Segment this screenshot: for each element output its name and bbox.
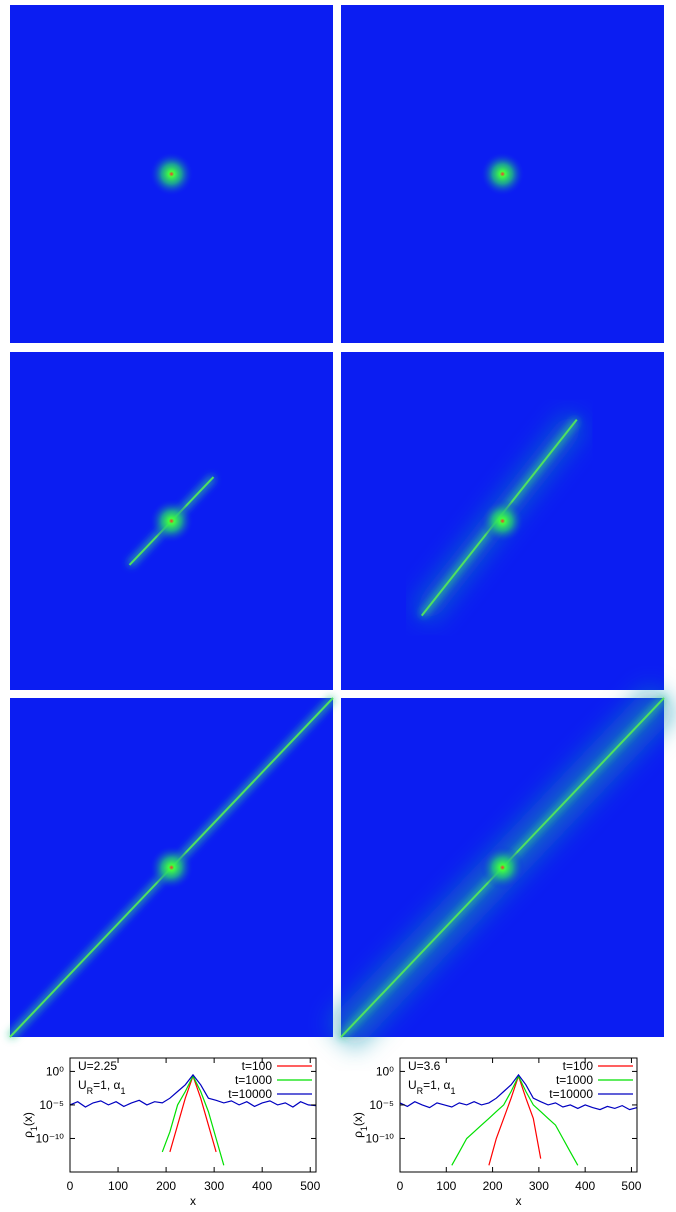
x-tick-label: 0 xyxy=(67,1179,74,1193)
heatmap-panel xyxy=(341,5,664,343)
heatmap-panel xyxy=(341,352,664,690)
heatmap-blob xyxy=(480,499,525,543)
annotation: UR=1, α1 xyxy=(78,1078,125,1096)
x-tick-label: 0 xyxy=(397,1179,404,1193)
heatmap-blob xyxy=(149,845,194,890)
legend-label: t=10000 xyxy=(228,1087,272,1101)
heatmap-panel xyxy=(326,684,676,1051)
heatmap-panel xyxy=(10,352,333,690)
annotation: U=3.6 xyxy=(408,1059,441,1073)
series-line xyxy=(451,1074,579,1166)
x-tick-label: 100 xyxy=(108,1179,128,1193)
annotation-part: U xyxy=(78,1078,87,1092)
y-tick-label: 10⁻⁵ xyxy=(39,1098,64,1112)
y-axis-label-part: ρ xyxy=(351,1131,365,1138)
heatmap-panel xyxy=(7,695,336,1040)
y-tick-label: 10⁰ xyxy=(376,1064,394,1078)
y-axis-label: ρ1(x) xyxy=(351,1112,369,1138)
x-axis-label: x xyxy=(516,1194,522,1208)
x-tick-label: 300 xyxy=(529,1179,549,1193)
y-tick-label: 10⁻¹⁰ xyxy=(36,1131,65,1145)
y-axis-label: ρ1(x) xyxy=(21,1112,39,1138)
annotation-part: =1, α xyxy=(93,1078,120,1092)
heatmap-panel xyxy=(10,5,333,343)
x-tick-label: 400 xyxy=(575,1179,595,1193)
x-tick-label: 200 xyxy=(156,1179,176,1193)
y-axis-label-part: (x) xyxy=(21,1112,35,1126)
series-line xyxy=(488,1074,542,1166)
y-axis-label-part: 1 xyxy=(29,1126,39,1131)
plot-frame xyxy=(69,1057,317,1173)
annotation-part: U xyxy=(408,1078,417,1092)
annotation-part: 1 xyxy=(120,1086,125,1096)
series-line xyxy=(70,1073,316,1108)
annotation-part: R xyxy=(417,1086,424,1096)
y-axis-label-part: (x) xyxy=(351,1112,365,1126)
x-tick-label: 500 xyxy=(621,1179,641,1193)
heatmap-blob xyxy=(480,845,525,890)
x-tick-label: 200 xyxy=(483,1179,503,1193)
annotation: U=2.25 xyxy=(78,1059,117,1073)
annotation-part: R xyxy=(87,1086,94,1096)
x-tick-label: 400 xyxy=(252,1179,272,1193)
plot-frame xyxy=(399,1057,638,1173)
heatmap-blob xyxy=(149,152,194,196)
y-tick-label: 10⁻¹⁰ xyxy=(366,1131,395,1145)
series-line xyxy=(400,1073,637,1111)
x-tick-label: 300 xyxy=(204,1179,224,1193)
legend-label: t=100 xyxy=(242,1059,273,1073)
heatmap-blob xyxy=(480,152,525,196)
annotation-part: 1 xyxy=(450,1086,455,1096)
heatmap-blob xyxy=(149,499,194,543)
annotation-part: =1, α xyxy=(423,1078,450,1092)
x-tick-label: 500 xyxy=(300,1179,320,1193)
legend-label: t=100 xyxy=(563,1059,594,1073)
series-line xyxy=(161,1074,225,1166)
y-axis-label-part: 1 xyxy=(359,1126,369,1131)
y-tick-label: 10⁰ xyxy=(46,1064,64,1078)
legend-label: t=1000 xyxy=(235,1073,272,1087)
y-axis-label-part: ρ xyxy=(21,1131,35,1138)
annotation: UR=1, α1 xyxy=(408,1078,455,1096)
legend-label: t=1000 xyxy=(556,1073,593,1087)
y-tick-label: 10⁻⁵ xyxy=(369,1098,394,1112)
legend-label: t=10000 xyxy=(549,1087,593,1101)
x-tick-label: 100 xyxy=(436,1179,456,1193)
x-axis-label: x xyxy=(190,1194,196,1208)
